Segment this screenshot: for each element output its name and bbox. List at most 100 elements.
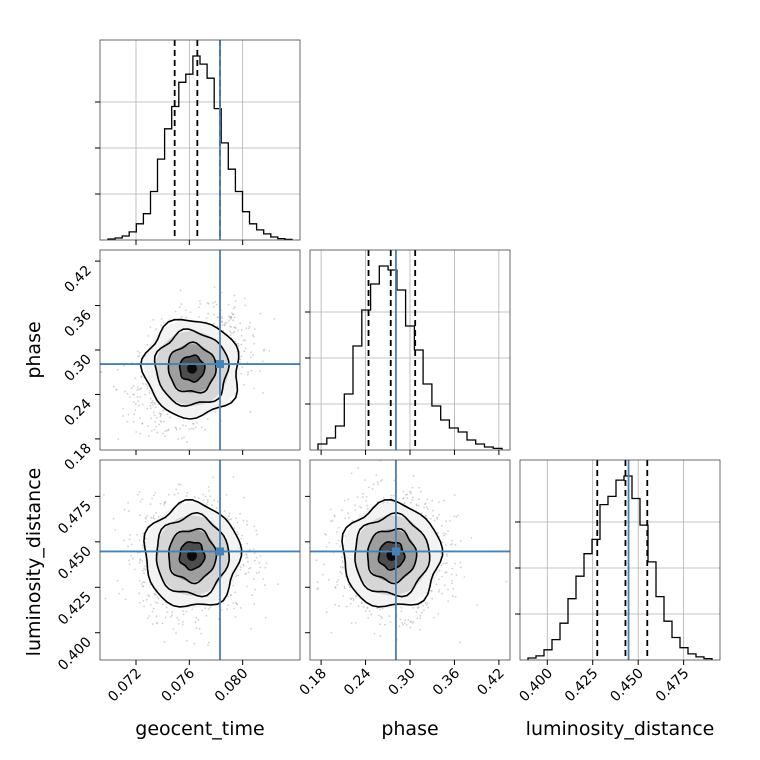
scatter-point — [232, 319, 235, 322]
scatter-point — [143, 581, 146, 584]
scatter-point — [198, 316, 200, 318]
scatter-point — [252, 335, 255, 338]
scatter-point — [139, 417, 141, 419]
scatter-point — [339, 571, 342, 573]
scatter-point — [340, 572, 343, 575]
scatter-point — [147, 335, 150, 337]
scatter-point — [239, 552, 242, 555]
scatter-point — [238, 361, 241, 364]
scatter-point — [167, 429, 170, 432]
scatter-point — [248, 325, 251, 328]
scatter-point — [418, 628, 421, 631]
y-axis-label-phase: phase — [23, 321, 45, 378]
x-tick-label: 0.30 — [385, 666, 418, 699]
scatter-point — [171, 614, 173, 617]
scatter-point — [426, 498, 429, 501]
scatter-point — [171, 611, 174, 614]
scatter-point — [147, 435, 150, 437]
scatter-point — [151, 497, 154, 500]
scatter-point — [112, 517, 115, 520]
scatter-point — [185, 610, 188, 613]
scatter-point — [155, 615, 158, 618]
scatter-point — [173, 493, 176, 496]
scatter-point — [138, 580, 141, 582]
scatter-point — [373, 632, 376, 635]
scatter-point — [198, 306, 201, 309]
scatter-point — [430, 590, 433, 592]
scatter-point — [169, 616, 172, 618]
scatter-point — [455, 516, 458, 518]
scatter-point — [144, 393, 147, 396]
scatter-point — [253, 387, 256, 390]
scatter-point — [220, 609, 223, 611]
scatter-point — [457, 514, 459, 517]
scatter-point — [193, 496, 196, 498]
scatter-point — [233, 392, 236, 395]
scatter-point — [239, 607, 242, 609]
contour-line — [354, 511, 431, 598]
scatter-point — [424, 601, 427, 604]
scatter-point — [453, 494, 456, 496]
scatter-point — [411, 622, 414, 624]
scatter-point — [234, 300, 237, 302]
scatter-point — [153, 402, 156, 404]
scatter-point — [476, 604, 478, 606]
scatter-point — [325, 545, 328, 548]
scatter-point — [148, 615, 151, 617]
scatter-point — [379, 623, 381, 626]
scatter-point — [149, 503, 152, 506]
y-tick-label: 0.475 — [55, 498, 95, 538]
scatter-point — [229, 334, 232, 336]
scatter-point — [410, 501, 412, 504]
scatter-point — [221, 324, 224, 327]
scatter-point — [160, 414, 162, 417]
scatter-point — [338, 605, 341, 608]
scatter-point — [451, 579, 453, 582]
scatter-point — [249, 566, 252, 569]
scatter-point — [335, 531, 338, 533]
scatter-point — [381, 617, 384, 620]
scatter-point — [381, 607, 384, 610]
scatter-point — [147, 425, 149, 427]
scatter-point — [325, 533, 327, 536]
scatter-point — [207, 641, 210, 644]
scatter-point — [426, 602, 429, 605]
scatter-point — [390, 494, 393, 497]
scatter-point — [136, 396, 139, 398]
scatter-point — [212, 302, 215, 304]
scatter-point — [343, 587, 346, 589]
scatter-point — [142, 599, 145, 602]
scatter-point — [230, 318, 233, 320]
scatter-point — [163, 501, 166, 504]
scatter-point — [175, 427, 178, 429]
scatter-point — [201, 609, 204, 612]
scatter-point — [335, 542, 338, 545]
scatter-point — [148, 392, 151, 394]
scatter-point — [130, 387, 133, 389]
scatter-point — [249, 356, 252, 359]
scatter-point — [347, 583, 350, 586]
scatter-point — [139, 388, 142, 390]
scatter-point — [128, 396, 131, 398]
scatter-point — [142, 544, 144, 547]
scatter-point — [144, 568, 147, 571]
scatter-point — [353, 504, 356, 506]
scatter-point — [350, 622, 353, 625]
scatter-point — [449, 543, 452, 546]
truth-marker — [391, 547, 400, 556]
scatter-point — [253, 552, 256, 555]
scatter-point — [137, 388, 140, 391]
scatter-point — [138, 491, 141, 493]
scatter-point — [159, 503, 162, 505]
scatter-point — [150, 430, 153, 432]
contour-line — [377, 541, 406, 571]
scatter-point — [221, 321, 224, 324]
scatter-point — [412, 607, 414, 609]
scatter-point — [144, 516, 147, 519]
scatter-point — [122, 539, 125, 542]
scatter-point — [447, 600, 450, 603]
scatter-point — [211, 504, 213, 507]
y-tick-label: 0.425 — [55, 589, 95, 629]
scatter-point — [446, 553, 448, 556]
scatter-point — [384, 623, 386, 626]
